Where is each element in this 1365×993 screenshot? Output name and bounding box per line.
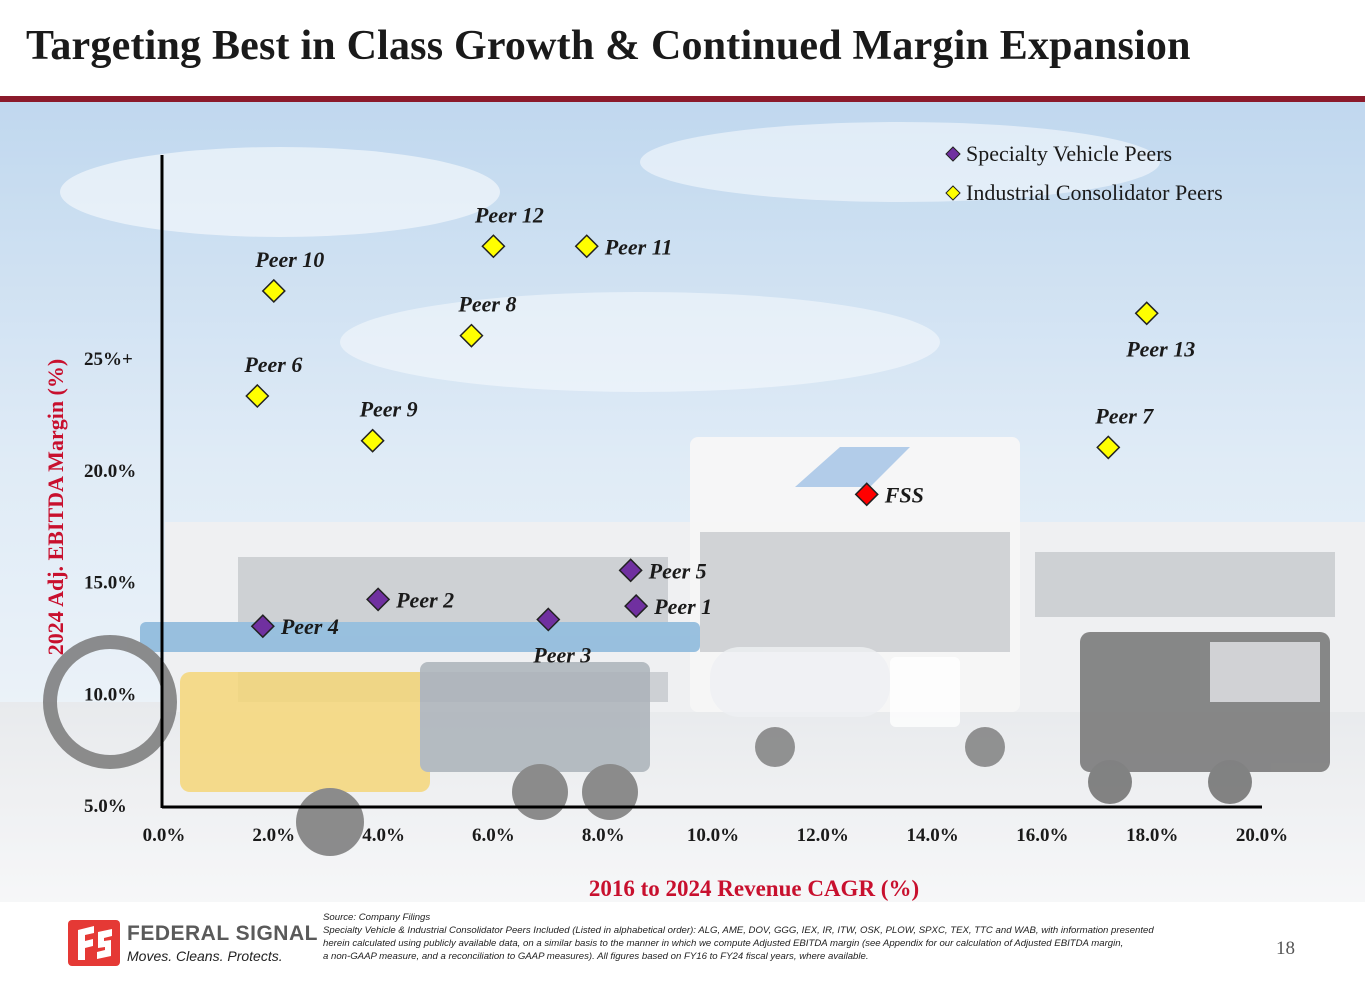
point-label: Peer 4 xyxy=(280,614,339,639)
footer xyxy=(0,902,1365,993)
point-label: FSS xyxy=(884,482,924,507)
x-tick-label: 14.0% xyxy=(906,825,958,846)
peer-marker xyxy=(459,323,484,348)
x-tick-label: 6.0% xyxy=(472,825,515,846)
peer-marker xyxy=(624,594,649,619)
peer-marker xyxy=(536,607,561,632)
x-tick-label: 12.0% xyxy=(797,825,849,846)
federal-signal-logo-icon xyxy=(68,920,120,966)
title-divider xyxy=(0,96,1365,102)
legend-swatch xyxy=(945,185,961,201)
peer-marker xyxy=(245,383,270,409)
point-label: Peer 2 xyxy=(395,587,454,612)
y-tick-label: 25%+ xyxy=(84,349,133,370)
page-number: 18 xyxy=(1276,938,1295,959)
y-tick-label: 10.0% xyxy=(84,684,136,705)
point-label: Peer 8 xyxy=(457,292,516,317)
point-label: Peer 1 xyxy=(653,594,712,619)
x-tick-label: 8.0% xyxy=(582,825,625,846)
fss-marker xyxy=(854,482,879,507)
y-axis-title: 2024 Adj. EBITDA Margin (%) xyxy=(43,359,68,655)
peer-marker xyxy=(574,234,599,259)
y-tick-label: 5.0% xyxy=(84,796,127,817)
y-tick-label: 20.0% xyxy=(84,461,136,482)
peer-marker xyxy=(1096,435,1121,460)
point-label: Peer 13 xyxy=(1125,336,1195,361)
facility-photo-illustration xyxy=(0,102,1365,902)
point-label: Peer 3 xyxy=(532,642,591,667)
peer-marker xyxy=(618,558,643,583)
data-points: Peer 1 Peer 2 Peer 3 Peer 4 Peer 5 Peer 6 Peer… xyxy=(243,202,1195,667)
peer-marker xyxy=(261,278,286,304)
x-tick-label: 18.0% xyxy=(1126,825,1178,846)
point-label: Peer 10 xyxy=(254,247,324,272)
point-label: Peer 6 xyxy=(243,352,302,377)
source-notes: Source: Company Filings Specialty Vehicl… xyxy=(323,911,1253,963)
chart-legend: Specialty Vehicle Peers Industrial Consol… xyxy=(945,141,1223,205)
x-axis-title: 2016 to 2024 Revenue CAGR (%) xyxy=(589,876,919,901)
company-tagline: Moves. Cleans. Protects. xyxy=(127,948,283,964)
peer-marker xyxy=(1134,301,1159,326)
note-line: Specialty Vehicle & Industrial Consolida… xyxy=(323,925,1154,936)
peer-marker xyxy=(366,587,391,612)
x-tick-label: 2.0% xyxy=(252,825,295,846)
x-tick-label: 0.0% xyxy=(143,825,186,846)
legend-swatch xyxy=(945,146,961,162)
point-label: Peer 12 xyxy=(474,202,544,227)
slide-title: Targeting Best in Class Growth & Continu… xyxy=(26,23,1191,69)
note-line: a non-GAAP measure, and a reconciliation… xyxy=(323,951,869,962)
y-tick-labels: 5.0% 10.0% 15.0% 20.0% 25%+ xyxy=(84,349,136,817)
background-photo xyxy=(0,102,1365,902)
point-label: Peer 7 xyxy=(1094,403,1154,428)
peer-marker xyxy=(250,614,275,639)
point-label: Peer 5 xyxy=(648,558,707,583)
x-tick-label: 16.0% xyxy=(1016,825,1068,846)
x-tick-labels: 0.0% 2.0% 4.0% 6.0% 8.0% 10.0% 12.0% 14.0% 16.0%… xyxy=(143,825,1289,846)
source-line: Source: Company Filings xyxy=(323,912,431,923)
company-name: FEDERAL SIGNAL xyxy=(127,922,318,945)
point-label: Peer 9 xyxy=(359,397,418,422)
x-tick-label: 20.0% xyxy=(1236,825,1288,846)
x-tick-label: 10.0% xyxy=(687,825,739,846)
chart-axes xyxy=(160,155,1262,809)
peer-marker xyxy=(360,428,385,453)
y-tick-label: 15.0% xyxy=(84,573,136,594)
x-tick-label: 4.0% xyxy=(362,825,405,846)
point-label: Peer 11 xyxy=(604,234,673,259)
legend-label: Industrial Consolidator Peers xyxy=(966,180,1223,205)
note-line: herein calculated using publicly availab… xyxy=(323,938,1124,949)
legend-label: Specialty Vehicle Peers xyxy=(966,141,1172,166)
peer-marker xyxy=(481,234,506,259)
